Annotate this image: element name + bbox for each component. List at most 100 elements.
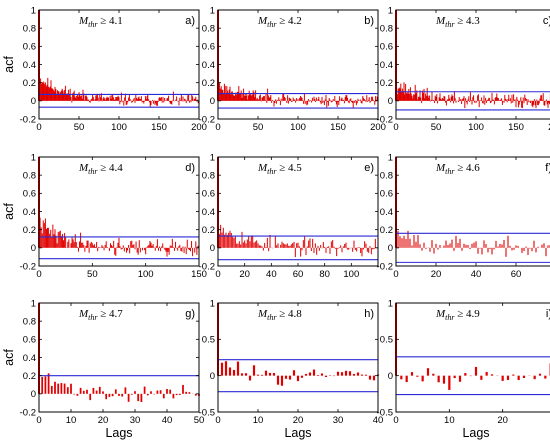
x-tick-label: 150 xyxy=(151,122,167,133)
y-tick-label: 0.8 xyxy=(23,316,36,327)
y-tick-label: 0 xyxy=(388,371,393,382)
y-tick-label: 0.6 xyxy=(202,189,215,200)
y-tick-label: 0.4 xyxy=(380,60,393,71)
y-tick-label: 0 xyxy=(31,243,36,254)
x-tick-label: 100 xyxy=(343,269,359,280)
y-axis-label: acf xyxy=(2,349,16,366)
y-tick-label: 0.8 xyxy=(202,23,215,34)
x-tick-label: 80 xyxy=(319,269,330,280)
y-tick-label: 0 xyxy=(388,96,393,107)
y-tick-label: 1 xyxy=(210,298,215,309)
panel-letter: f) xyxy=(545,162,550,174)
panel-title: Mthr ≥ 4.9 xyxy=(435,308,480,322)
y-tick-label: 0 xyxy=(210,371,215,382)
x-tick-label: 0 xyxy=(215,415,220,426)
y-tick-label: 1 xyxy=(31,298,36,309)
x-tick-label: 50 xyxy=(74,122,85,133)
y-tick-label: 0.2 xyxy=(380,78,393,89)
y-tick-label: 0.4 xyxy=(23,353,36,364)
x-tick-label: 0 xyxy=(215,122,220,133)
panel-letter: i) xyxy=(546,308,550,320)
y-tick-label: -0.2 xyxy=(199,114,215,125)
x-tick-label: 50 xyxy=(431,122,442,133)
y-tick-label: 0.5 xyxy=(380,335,393,346)
panel-title: Mthr ≥ 4.7 xyxy=(78,308,123,322)
y-tick-label: 0.6 xyxy=(380,189,393,200)
y-tick-label: 1 xyxy=(388,5,393,16)
panel-letter: g) xyxy=(185,308,195,320)
y-tick-label: 0.4 xyxy=(202,60,215,71)
x-tick-label: 0 xyxy=(393,122,398,133)
x-tick-label: 20 xyxy=(497,415,508,426)
x-tick-label: 100 xyxy=(290,122,306,133)
y-tick-label: 0.5 xyxy=(202,335,215,346)
y-tick-label: 0.2 xyxy=(380,225,393,236)
y-tick-label: 1 xyxy=(31,152,36,163)
x-tick-label: 0 xyxy=(36,122,41,133)
y-tick-label: 0.4 xyxy=(202,207,215,218)
y-tick-label: 0.6 xyxy=(202,42,215,53)
panel-letter: b) xyxy=(364,15,374,27)
x-tick-label: 50 xyxy=(87,269,98,280)
x-tick-label: 150 xyxy=(330,122,346,133)
y-tick-label: 0.8 xyxy=(23,23,36,34)
x-tick-label: 100 xyxy=(138,269,154,280)
y-tick-label: 0.4 xyxy=(23,60,36,71)
y-tick-label: -0.2 xyxy=(377,114,393,125)
y-tick-label: 0 xyxy=(210,243,215,254)
panel-title: Mthr ≥ 4.3 xyxy=(435,15,480,29)
x-tick-label: 20 xyxy=(239,269,250,280)
x-axis-label: Lags xyxy=(105,426,132,440)
y-tick-label: 0.6 xyxy=(23,189,36,200)
panel-letter: c) xyxy=(543,15,550,27)
panel-title: Mthr ≥ 4.5 xyxy=(257,162,302,176)
y-tick-label: 0.8 xyxy=(380,170,393,181)
y-tick-label: 0.8 xyxy=(202,170,215,181)
x-tick-label: 200 xyxy=(191,122,207,133)
y-tick-label: 0.2 xyxy=(202,225,215,236)
x-tick-label: 10 xyxy=(253,415,264,426)
y-tick-label: -0.2 xyxy=(199,261,215,272)
y-tick-label: -0.5 xyxy=(377,407,393,418)
y-tick-label: 0.2 xyxy=(23,371,36,382)
x-tick-label: 60 xyxy=(293,269,304,280)
x-tick-label: 20 xyxy=(98,415,109,426)
x-tick-label: 50 xyxy=(194,415,205,426)
y-tick-label: 0.2 xyxy=(202,78,215,89)
x-tick-label: 0 xyxy=(393,269,398,280)
y-tick-label: -0.2 xyxy=(377,261,393,272)
plot-frame xyxy=(395,302,550,413)
y-tick-label: -0.2 xyxy=(20,261,36,272)
y-tick-label: 1 xyxy=(31,5,36,16)
y-tick-label: 0.6 xyxy=(23,335,36,346)
panel-title: Mthr ≥ 4.4 xyxy=(78,162,123,176)
x-tick-label: 40 xyxy=(266,269,277,280)
y-tick-label: 0.8 xyxy=(380,23,393,34)
panel-title: Mthr ≥ 4.6 xyxy=(435,162,480,176)
y-tick-label: 1 xyxy=(388,152,393,163)
y-tick-label: 0.2 xyxy=(23,78,36,89)
y-tick-label: 1 xyxy=(388,298,393,309)
x-tick-label: 50 xyxy=(253,122,264,133)
y-tick-label: 0.6 xyxy=(380,42,393,53)
y-tick-label: 0.4 xyxy=(380,207,393,218)
y-tick-label: 0 xyxy=(388,243,393,254)
x-tick-label: 0 xyxy=(36,269,41,280)
y-axis-label: acf xyxy=(2,203,16,220)
x-axis-label: Lags xyxy=(462,426,489,440)
y-tick-label: 1 xyxy=(210,152,215,163)
panel-letter: e) xyxy=(364,162,374,174)
x-tick-label: 20 xyxy=(293,415,304,426)
panel-title: Mthr ≥ 4.2 xyxy=(257,15,302,29)
x-tick-label: 10 xyxy=(66,415,77,426)
panel-title: Mthr ≥ 4.1 xyxy=(78,15,123,29)
panel-letter: a) xyxy=(185,15,195,27)
x-tick-label: 30 xyxy=(333,415,344,426)
y-tick-label: 0.4 xyxy=(23,207,36,218)
x-tick-label: 40 xyxy=(162,415,173,426)
